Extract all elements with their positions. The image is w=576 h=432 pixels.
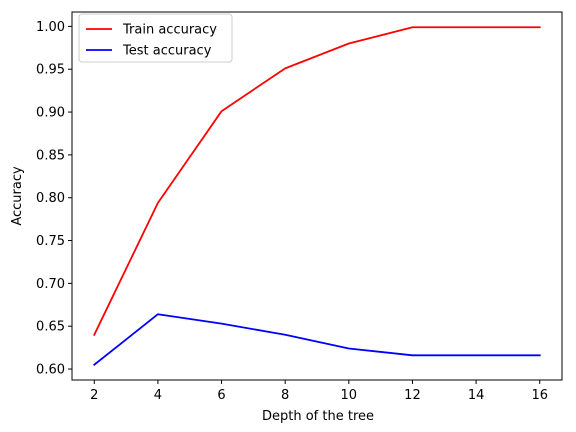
x-tick-label: 8 <box>281 388 289 403</box>
y-tick-label: 0.60 <box>36 363 65 378</box>
x-tick-label: 12 <box>404 388 421 403</box>
y-tick-label: 0.80 <box>36 191 65 206</box>
y-tick-label: 0.65 <box>36 320 65 335</box>
plot-area <box>71 11 563 381</box>
x-tick-label: 4 <box>154 388 162 403</box>
x-tick-label: 16 <box>531 388 548 403</box>
y-tick-label: 0.70 <box>36 277 65 292</box>
axes-frame <box>71 11 563 381</box>
y-tick-label: 0.75 <box>36 234 65 249</box>
legend-box <box>78 13 233 63</box>
y-axis: 0.60 0.65 0.70 0.75 0.80 0.85 0.90 0.95 1.00 <box>36 20 72 378</box>
y-tick-label: 0.85 <box>36 148 65 163</box>
y-tick-label: 0.95 <box>36 63 65 78</box>
legend-label: Train accuracy <box>122 23 217 38</box>
x-tick-label: 6 <box>217 388 225 403</box>
x-tick-label: 10 <box>341 388 358 403</box>
x-axis: 2 4 6 8 10 12 14 16 <box>90 380 548 403</box>
y-tick-label: 1.00 <box>36 20 65 35</box>
legend: Train accuracy Test accuracy <box>78 13 233 63</box>
series-line-test <box>93 313 541 367</box>
x-axis-label: Depth of the tree <box>262 409 374 424</box>
series-line-train <box>93 26 541 336</box>
x-tick-label: 2 <box>90 388 98 403</box>
y-tick-label: 0.90 <box>36 106 65 121</box>
x-tick-label: 14 <box>468 388 485 403</box>
legend-label: Test accuracy <box>122 44 212 59</box>
y-axis-label: Accuracy <box>10 166 25 226</box>
